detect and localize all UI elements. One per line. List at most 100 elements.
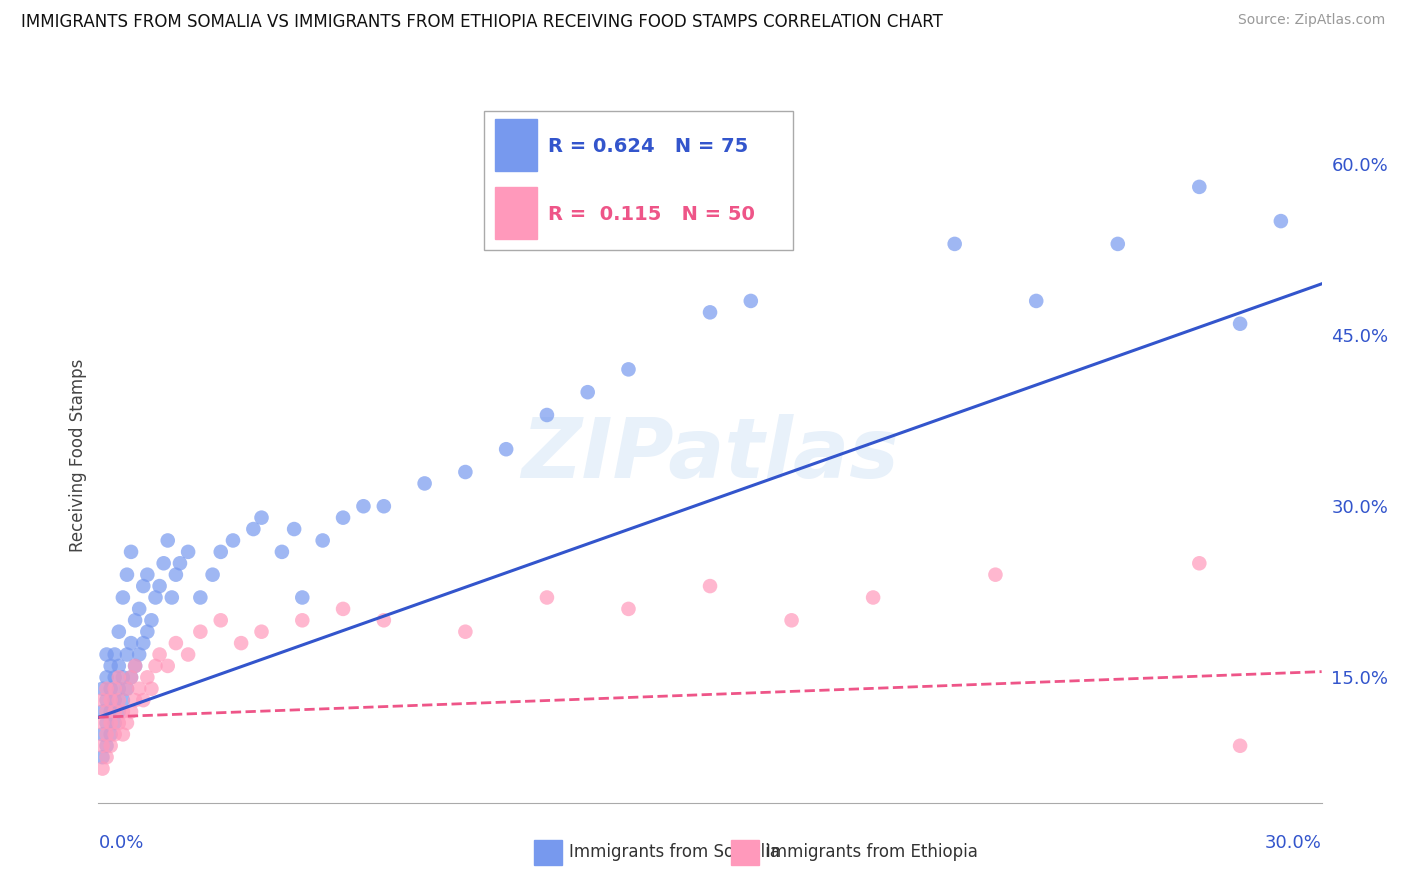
Point [124, 693, 146, 707]
Point [100, 681, 122, 696]
Point [165, 567, 187, 582]
Point [136, 567, 159, 582]
Point [1188, 180, 1211, 194]
Point [111, 670, 134, 684]
Point [128, 648, 150, 662]
Point [373, 613, 395, 627]
Point [943, 236, 966, 251]
Point [270, 545, 294, 559]
Text: R =  0.115   N = 50: R = 0.115 N = 50 [548, 205, 755, 224]
Point [332, 602, 354, 616]
Point [128, 681, 150, 696]
Point [124, 659, 146, 673]
Point [115, 715, 138, 730]
Point [201, 567, 224, 582]
Point [104, 670, 127, 684]
Point [1025, 293, 1047, 308]
Point [108, 681, 131, 696]
Point [332, 510, 354, 524]
Point [699, 305, 721, 319]
Point [96, 727, 118, 741]
Point [104, 715, 127, 730]
Point [96, 681, 118, 696]
Point [104, 693, 127, 707]
Point [312, 533, 335, 548]
Text: R = 0.624   N = 75: R = 0.624 N = 75 [548, 137, 748, 156]
Point [149, 579, 172, 593]
Point [120, 545, 142, 559]
Point [100, 705, 122, 719]
Point [111, 705, 134, 719]
Point [617, 362, 640, 376]
Point [100, 693, 122, 707]
Point [209, 545, 232, 559]
Point [780, 613, 803, 627]
Text: IMMIGRANTS FROM SOMALIA VS IMMIGRANTS FROM ETHIOPIA RECEIVING FOOD STAMPS CORREL: IMMIGRANTS FROM SOMALIA VS IMMIGRANTS FR… [21, 13, 943, 31]
Point [104, 727, 127, 741]
Point [111, 591, 134, 605]
Point [100, 715, 122, 730]
Point [188, 591, 212, 605]
Point [165, 636, 187, 650]
Point [111, 693, 134, 707]
Point [145, 659, 167, 673]
Point [108, 705, 131, 719]
Point [108, 624, 131, 639]
Point [91, 750, 114, 764]
Point [108, 715, 131, 730]
Point [96, 693, 118, 707]
Point [576, 385, 599, 400]
Point [242, 522, 264, 536]
Point [104, 705, 127, 719]
Point [1229, 317, 1251, 331]
Point [454, 465, 477, 479]
Text: 30.0%: 30.0% [1265, 834, 1322, 852]
Point [91, 715, 114, 730]
Point [1188, 556, 1211, 570]
Point [536, 591, 558, 605]
Point [120, 670, 142, 684]
Point [120, 636, 142, 650]
Point [108, 693, 131, 707]
Point [156, 659, 179, 673]
Point [222, 533, 245, 548]
Point [177, 648, 200, 662]
Point [1270, 214, 1292, 228]
Point [160, 591, 183, 605]
Point [96, 670, 118, 684]
Point [617, 602, 640, 616]
Point [352, 500, 374, 514]
Point [1107, 236, 1129, 251]
Point [104, 681, 127, 696]
Text: Source: ZipAtlas.com: Source: ZipAtlas.com [1237, 13, 1385, 28]
Point [136, 624, 159, 639]
Point [291, 613, 314, 627]
Point [96, 705, 118, 719]
Point [124, 659, 146, 673]
Point [984, 567, 1007, 582]
Point [91, 727, 114, 741]
Text: Immigrants from Somalia: Immigrants from Somalia [569, 843, 780, 861]
Point [128, 602, 150, 616]
Point [91, 705, 114, 719]
Point [132, 693, 155, 707]
Point [120, 705, 142, 719]
Point [132, 579, 155, 593]
Point [250, 624, 273, 639]
Point [536, 408, 558, 422]
Point [91, 693, 114, 707]
Point [91, 762, 114, 776]
Point [145, 591, 167, 605]
Point [115, 681, 138, 696]
Point [141, 681, 163, 696]
Point [152, 556, 174, 570]
Text: Immigrants from Ethiopia: Immigrants from Ethiopia [766, 843, 979, 861]
Point [100, 659, 122, 673]
Point [132, 636, 155, 650]
Y-axis label: Receiving Food Stamps: Receiving Food Stamps [69, 359, 87, 551]
Point [100, 739, 122, 753]
Point [177, 545, 200, 559]
Point [141, 613, 163, 627]
Point [111, 727, 134, 741]
Point [250, 510, 273, 524]
